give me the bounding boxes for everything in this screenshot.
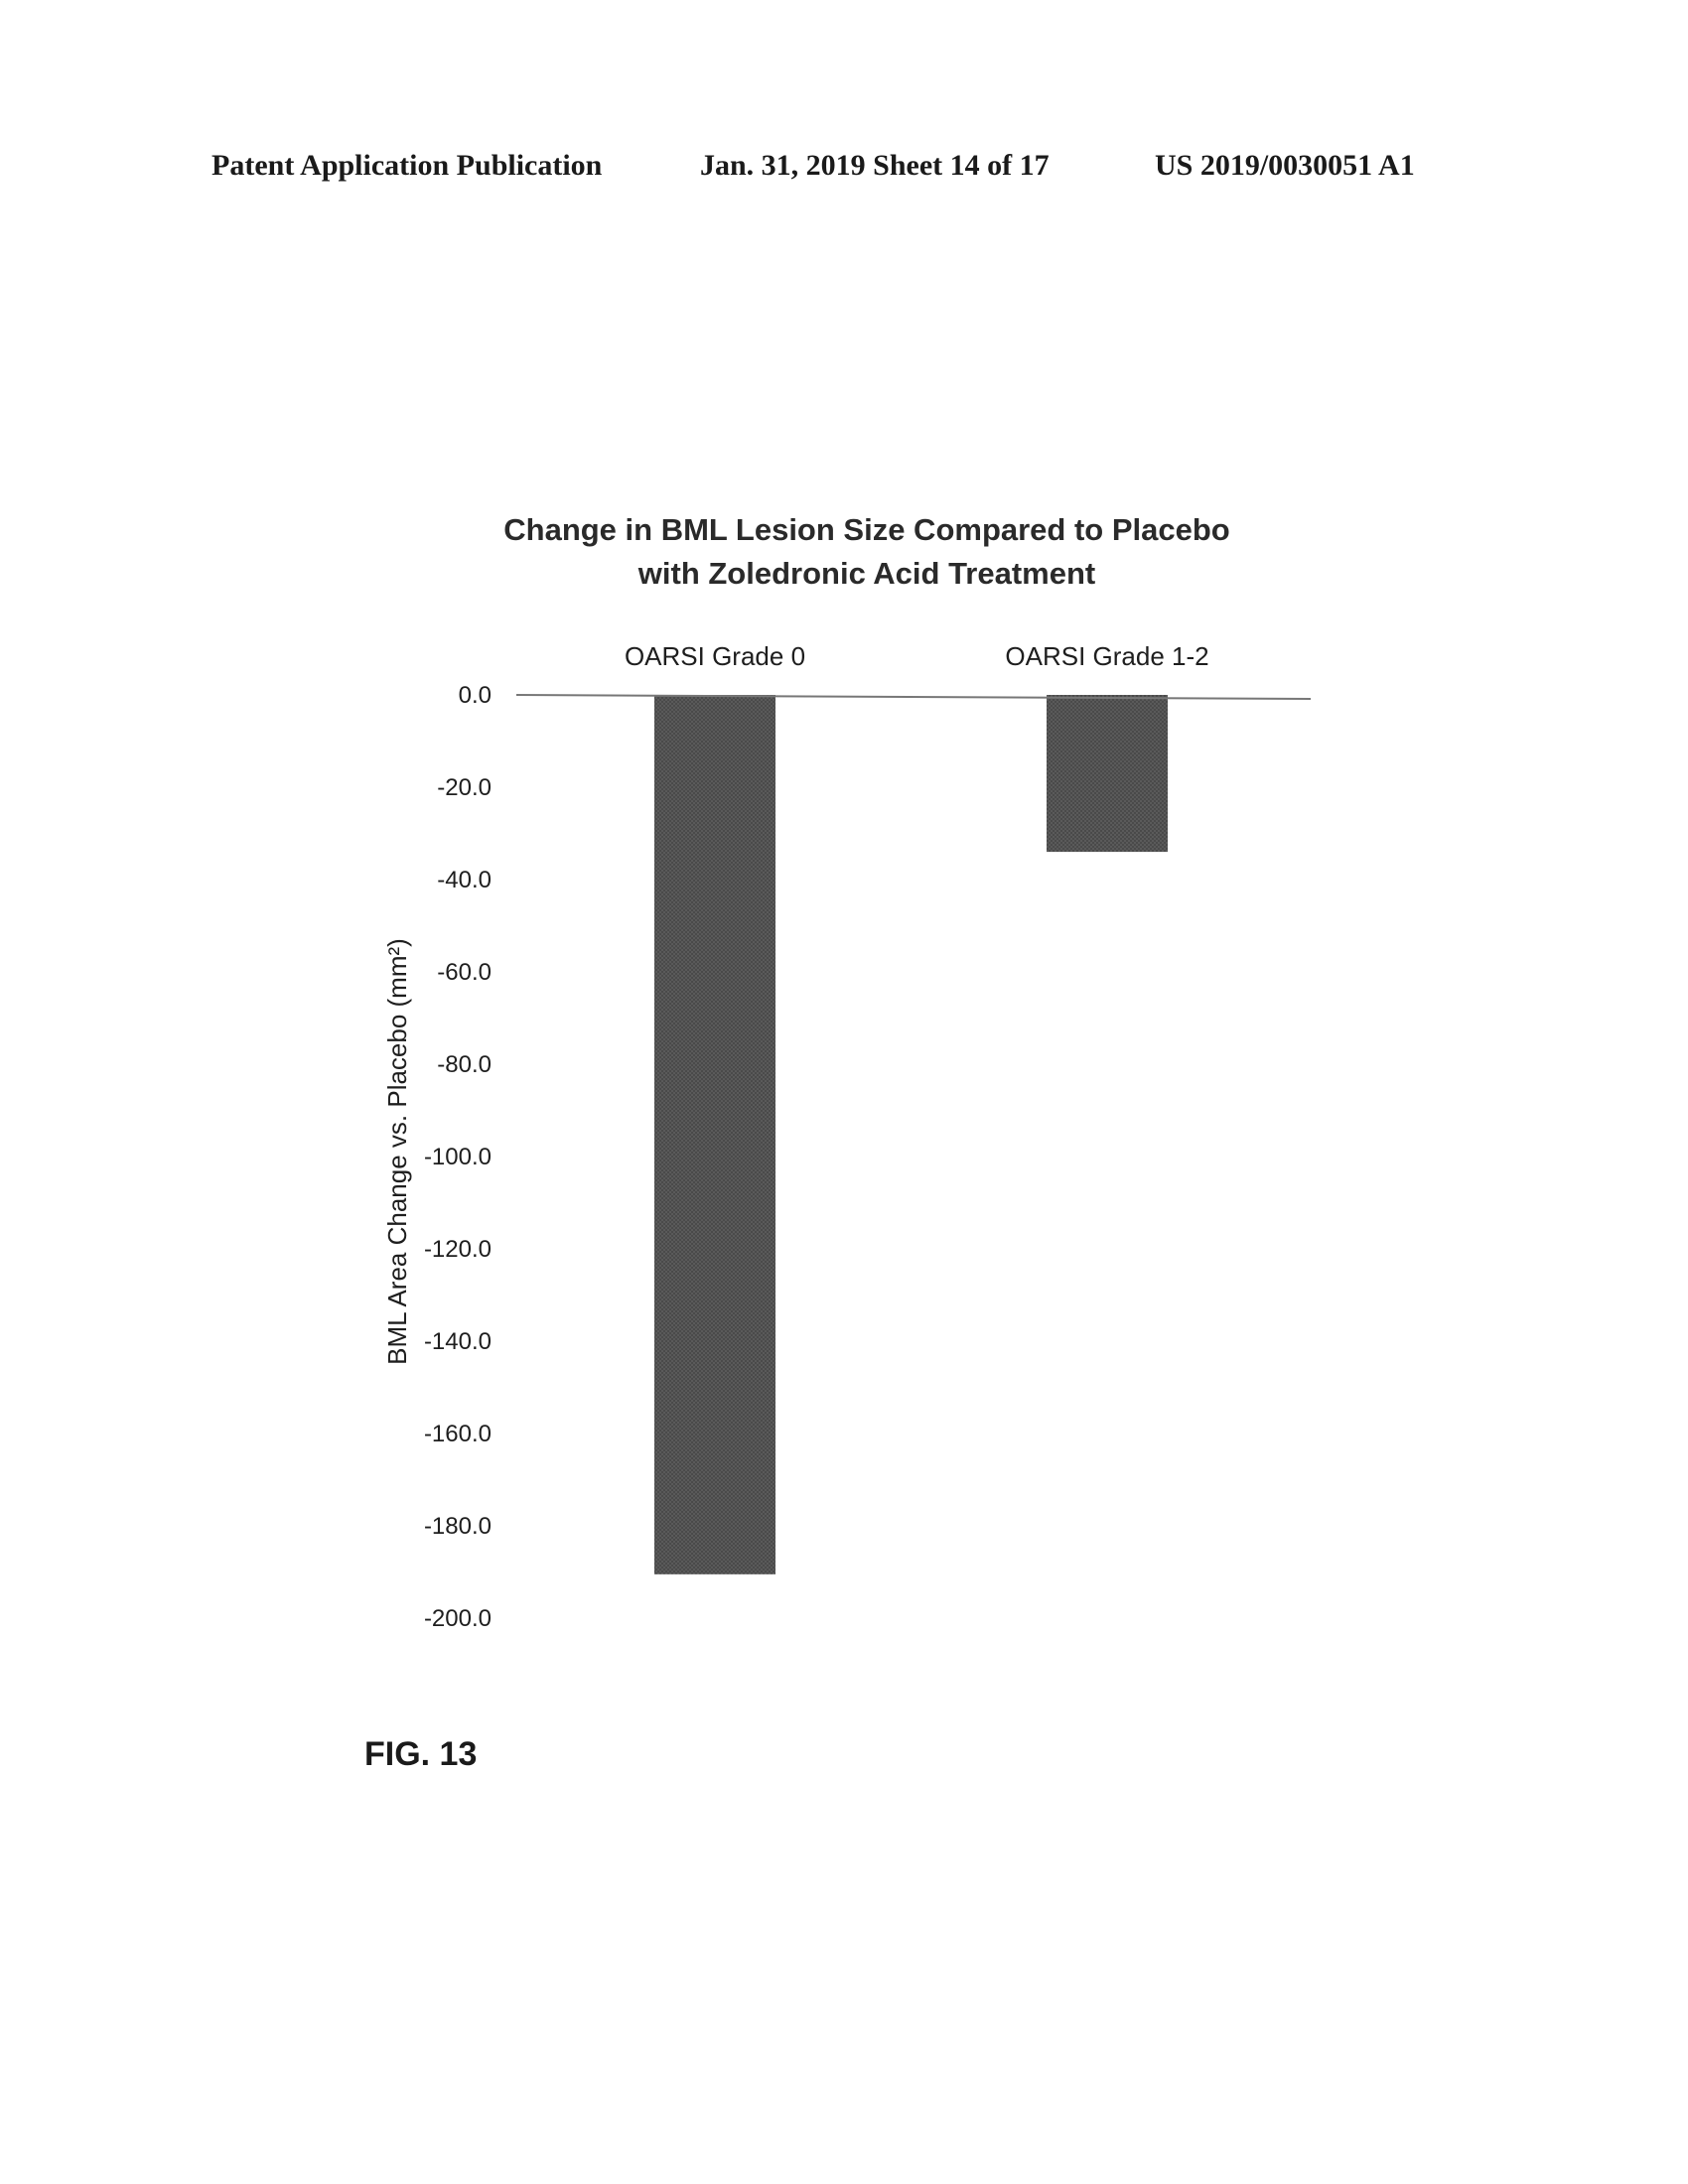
y-tick-label: -80.0 bbox=[437, 1051, 492, 1078]
zero-baseline bbox=[516, 695, 1311, 699]
y-tick-label: -180.0 bbox=[424, 1513, 492, 1540]
y-tick-label: -120.0 bbox=[424, 1236, 492, 1263]
y-tick-label: -60.0 bbox=[437, 959, 492, 986]
bar bbox=[1047, 695, 1168, 852]
y-tick-label: -20.0 bbox=[437, 774, 492, 801]
figure-label: FIG. 13 bbox=[364, 1735, 477, 1774]
y-axis-title: BML Area Change vs. Placebo (mm²) bbox=[382, 938, 412, 1365]
y-tick-label: -200.0 bbox=[424, 1605, 492, 1632]
y-tick-label: -100.0 bbox=[424, 1144, 492, 1170]
category-label: OARSI Grade 0 bbox=[625, 641, 805, 671]
y-tick-label: 0.0 bbox=[459, 682, 492, 709]
chart-title-line-1: Change in BML Lesion Size Compared to Pl… bbox=[503, 512, 1229, 547]
y-tick-label: -160.0 bbox=[424, 1421, 492, 1447]
chart-title-line-2: with Zoledronic Acid Treatment bbox=[637, 556, 1095, 591]
category-label: OARSI Grade 1-2 bbox=[1005, 641, 1208, 671]
y-tick-label: -140.0 bbox=[424, 1328, 492, 1355]
plot-area: OARSI Grade 0 OARSI Grade 1-2 0.0 -20.0 -40.… bbox=[424, 641, 1311, 1632]
y-tick-label: -40.0 bbox=[437, 867, 492, 893]
bar bbox=[654, 695, 775, 1574]
